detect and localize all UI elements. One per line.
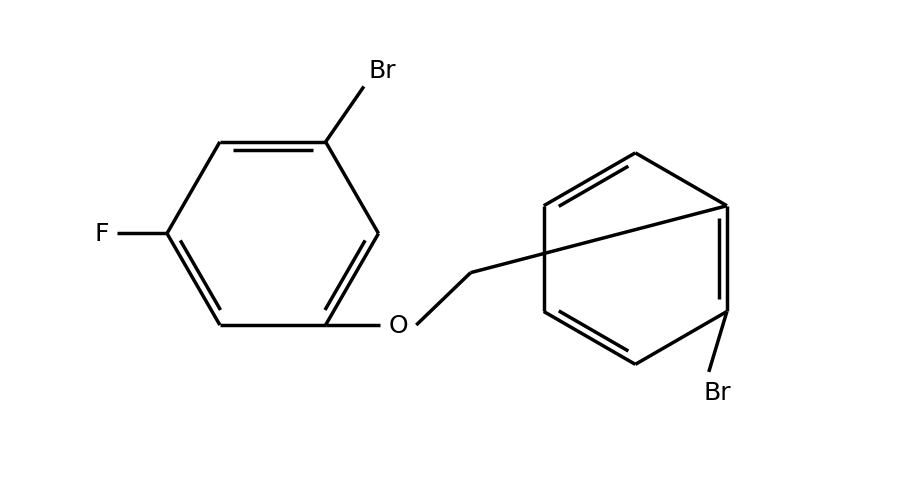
Text: Br: Br [369, 60, 397, 83]
Text: Br: Br [704, 380, 731, 404]
Text: F: F [94, 222, 109, 246]
Text: O: O [388, 313, 408, 337]
